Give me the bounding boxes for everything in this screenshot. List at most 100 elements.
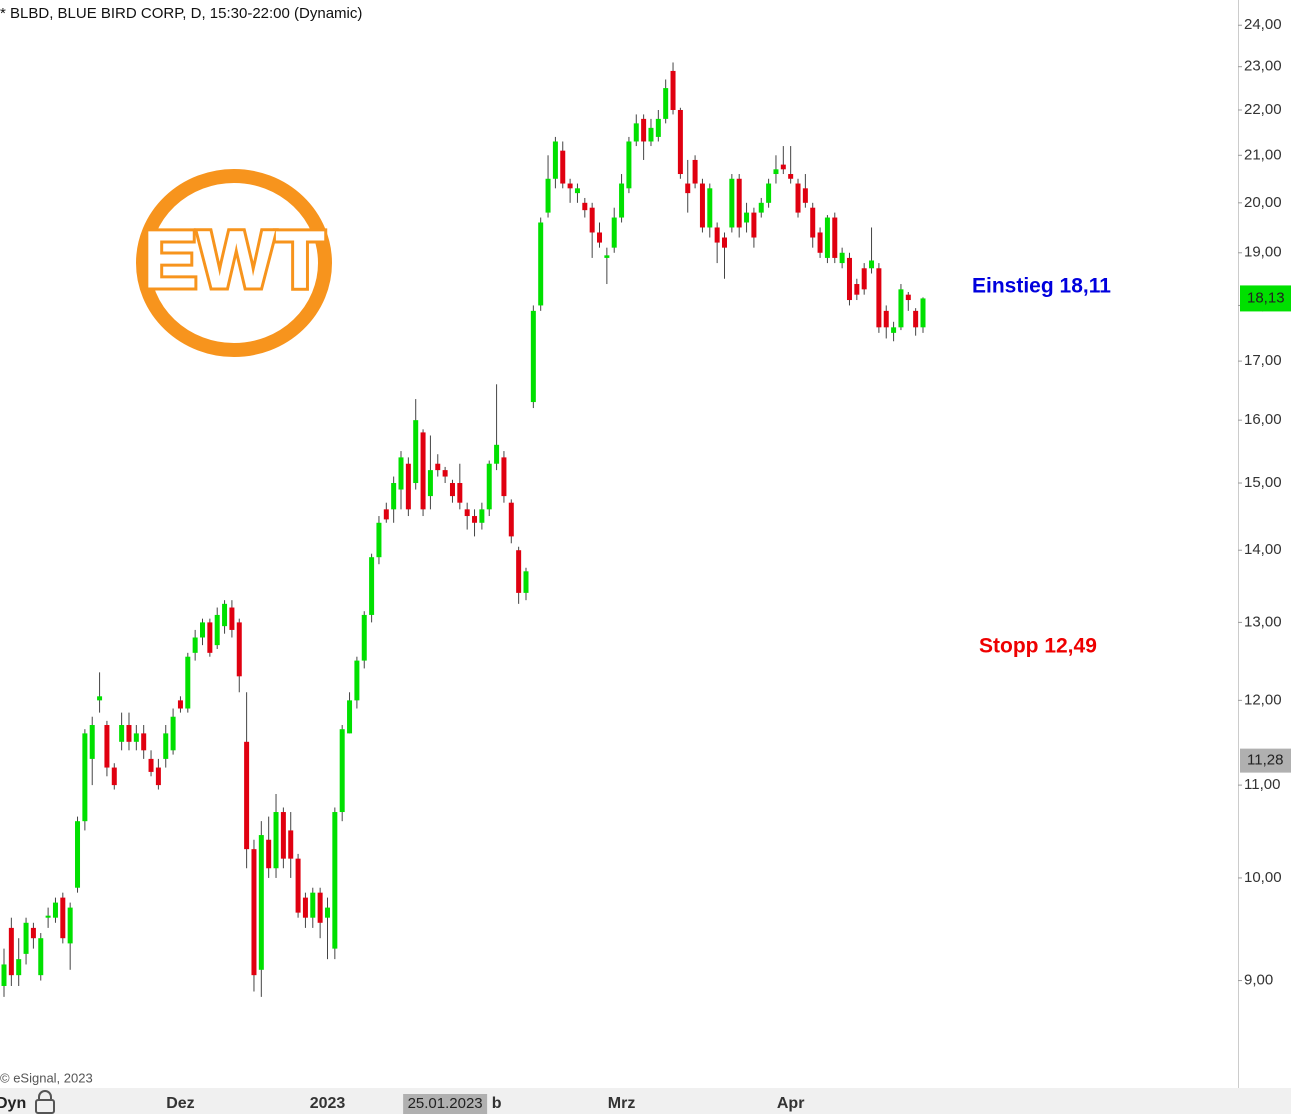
candle-body (574, 188, 580, 194)
candle-body (523, 571, 529, 593)
y-tick-label: 15,00 (1244, 474, 1282, 491)
candle-body (391, 483, 397, 510)
candle-body (324, 907, 330, 918)
candle-body (405, 463, 411, 510)
candle-body (148, 758, 154, 772)
candle-body (236, 622, 242, 677)
candle-body (560, 150, 566, 184)
candle-body (435, 463, 441, 471)
candle-body (119, 725, 125, 742)
candle-body (133, 733, 139, 742)
candle-body (766, 183, 772, 203)
candle-body (802, 188, 808, 203)
candle-body (736, 178, 742, 228)
y-tick-label: 20,00 (1244, 194, 1282, 211)
lock-icon[interactable] (35, 1090, 55, 1114)
candle-body (23, 922, 29, 954)
candle-body (545, 178, 551, 213)
candle-body (846, 257, 852, 301)
candle-body (780, 164, 786, 170)
candle-body (898, 289, 904, 328)
candle-body (347, 700, 353, 734)
source: © eSignal, 2023 (0, 1070, 93, 1085)
candle-body (427, 470, 433, 497)
y-tick-label: 14,00 (1244, 541, 1282, 558)
x-tick-label: Apr (777, 1095, 805, 1112)
candle-body (832, 217, 838, 258)
candle-body (420, 432, 426, 510)
candle-body (89, 725, 95, 759)
candle-body (317, 892, 323, 923)
candle-body (8, 927, 14, 976)
y-tick-label: 13,00 (1244, 613, 1282, 630)
candle-body (501, 457, 507, 497)
logo: EWT (136, 169, 332, 357)
candle-body (266, 839, 272, 869)
candle-body (611, 217, 617, 248)
candle-body (920, 298, 926, 328)
candle-body (244, 741, 250, 850)
candle-body (854, 284, 860, 295)
candle-body (714, 227, 720, 243)
candle-body (494, 444, 500, 464)
candle-body (729, 178, 735, 228)
y-tick-label: 10,00 (1244, 869, 1282, 886)
candle-body (457, 483, 463, 503)
candle-body (633, 123, 639, 142)
candle-body (192, 637, 198, 653)
candle-body (251, 849, 257, 976)
candle-body (38, 938, 44, 976)
y-tick-label: 24,00 (1244, 16, 1282, 33)
y-tick-label: 19,00 (1244, 244, 1282, 261)
candle-body (52, 902, 58, 918)
candle-body (75, 821, 81, 888)
candle-body (692, 159, 698, 184)
candle-body (332, 812, 338, 949)
candle-body (141, 733, 147, 751)
candle-body (758, 202, 764, 213)
candle-body (111, 767, 117, 786)
last-price-box (1240, 285, 1291, 312)
y-tick-label: 11,00 (1244, 776, 1280, 793)
candle-body (207, 622, 213, 653)
y-tick-label: 23,00 (1244, 58, 1282, 75)
y-tick-label: 17,00 (1244, 352, 1282, 369)
candle-body (472, 516, 478, 523)
candle-body (913, 310, 919, 328)
y-tick-label: 16,00 (1244, 411, 1282, 428)
candle-body (442, 470, 448, 477)
candle-body (861, 268, 867, 290)
candle-body (508, 502, 514, 537)
candle-body (516, 550, 522, 593)
candle-body (552, 141, 558, 179)
candle-body (163, 733, 169, 759)
y-tick-label: 22,00 (1244, 101, 1282, 118)
candle-body (82, 733, 88, 822)
x-tick-label: b (492, 1095, 502, 1112)
candle-body (200, 622, 206, 638)
candle-body (60, 897, 66, 939)
candle-body (126, 725, 132, 742)
candle-body (361, 614, 367, 661)
candle-body (876, 268, 882, 328)
last-price-label: 18,13 (1247, 289, 1285, 306)
candle-body (788, 174, 794, 179)
candle-body (177, 700, 183, 709)
candle-body (597, 232, 603, 243)
candle-body (185, 656, 191, 709)
candle-body (744, 212, 750, 223)
candle-body (626, 141, 632, 189)
toolbar-label[interactable]: Dyn (0, 1095, 26, 1112)
candle-body (464, 509, 470, 517)
candle-body (883, 310, 889, 328)
candle-body (721, 237, 727, 248)
candle-body (582, 202, 588, 211)
candle-body (155, 767, 161, 786)
candle-body (369, 557, 375, 615)
crosshair-x-box (403, 1094, 488, 1114)
candle-body (295, 858, 301, 913)
candle-body (655, 118, 661, 137)
candle-body (67, 907, 73, 944)
